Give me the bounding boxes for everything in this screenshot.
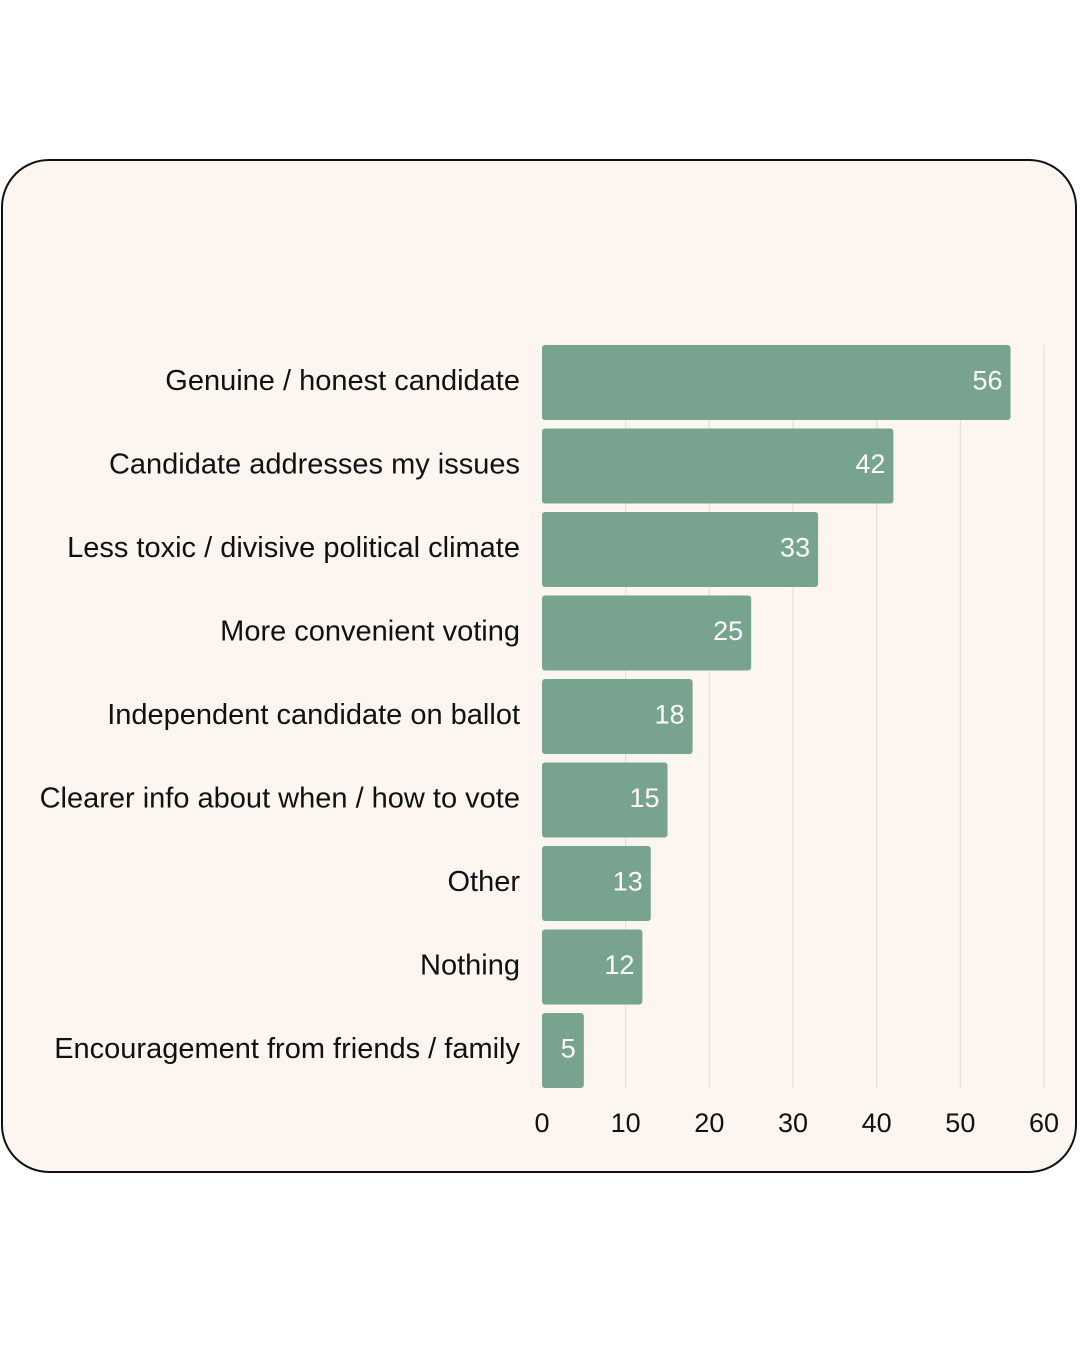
category-label: Independent candidate on ballot — [107, 699, 520, 731]
bar — [542, 512, 819, 587]
bar — [542, 846, 651, 921]
x-tick-label: 40 — [862, 1108, 892, 1138]
category-label: Genuine / honest candidate — [165, 365, 520, 397]
bar — [542, 929, 643, 1005]
category-label: More convenient voting — [220, 616, 520, 648]
value-label: 5 — [561, 1034, 576, 1064]
x-axis-ticks: 0 10 20 30 40 50 60 — [534, 1108, 1059, 1138]
value-label: 42 — [855, 449, 885, 479]
x-tick-label: 30 — [778, 1108, 808, 1138]
bar — [542, 762, 668, 838]
category-label: Clearer info about when / how to vote — [40, 783, 520, 815]
bar — [542, 679, 693, 754]
x-tick-label: 50 — [945, 1108, 975, 1138]
bar — [542, 428, 894, 504]
value-label: 56 — [972, 366, 1002, 396]
value-label: 25 — [713, 616, 743, 646]
value-label: 18 — [655, 700, 685, 730]
category-label: Less toxic / divisive political climate — [67, 532, 520, 564]
value-label: 33 — [780, 533, 810, 563]
x-tick-label: 20 — [694, 1108, 724, 1138]
category-label: Other — [447, 866, 520, 898]
bar — [542, 345, 1011, 420]
x-tick-label: 10 — [611, 1108, 641, 1138]
value-labels: 56 42 33 25 18 15 13 12 5 — [561, 366, 1003, 1064]
value-label: 12 — [604, 950, 634, 980]
bar — [542, 595, 752, 671]
category-labels: Genuine / honest candidate Candidate addr… — [40, 365, 521, 1065]
chart-card — [1, 159, 1077, 1173]
x-tick-label: 60 — [1029, 1108, 1059, 1138]
bars — [542, 345, 1011, 1088]
category-label: Candidate addresses my issues — [109, 449, 520, 481]
bar — [542, 1013, 584, 1088]
category-label: Nothing — [420, 950, 520, 982]
value-label: 15 — [629, 783, 659, 813]
category-label: Encouragement from friends / family — [54, 1033, 520, 1065]
x-tick-label: 0 — [534, 1108, 549, 1138]
value-label: 13 — [613, 867, 643, 897]
